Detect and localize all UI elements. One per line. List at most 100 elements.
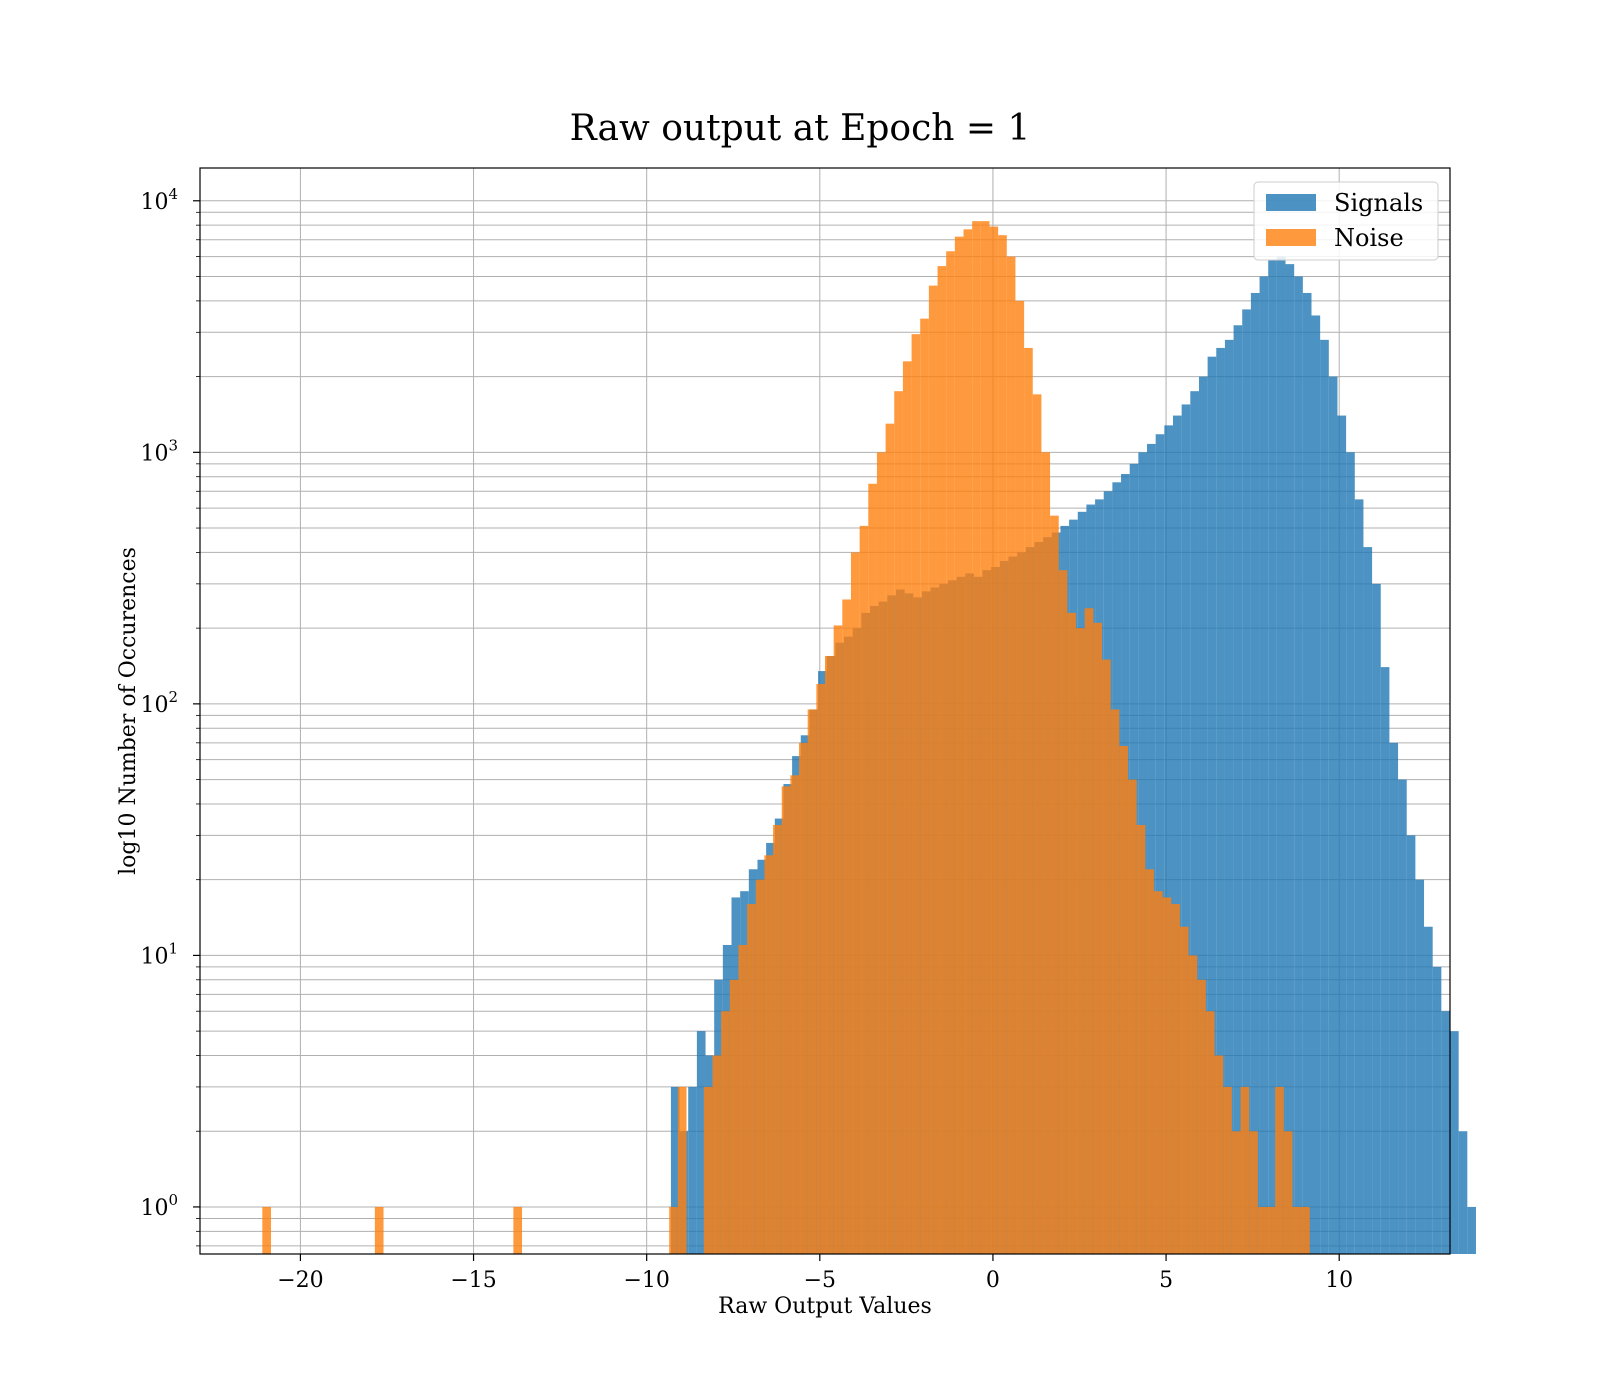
bar	[1328, 376, 1338, 1255]
bar	[1006, 256, 1016, 1255]
bar	[1076, 628, 1085, 1254]
bar	[1067, 612, 1077, 1254]
bar	[1283, 1131, 1293, 1254]
bar	[859, 525, 869, 1254]
legend-label-signals: Signals	[1334, 189, 1423, 217]
bar	[1406, 835, 1416, 1254]
bar	[1467, 1206, 1476, 1254]
bar	[1432, 966, 1442, 1254]
y-tick-label: 104	[140, 185, 178, 215]
bar	[1181, 404, 1191, 1254]
chart-title: Raw output at Epoch = 1	[570, 108, 1031, 149]
bar	[1424, 926, 1433, 1254]
bars	[262, 221, 1476, 1255]
bar	[1233, 325, 1243, 1254]
bar	[1285, 264, 1295, 1254]
bar	[1058, 570, 1068, 1254]
bar	[1266, 1206, 1276, 1254]
bar	[807, 709, 817, 1254]
bar	[1155, 434, 1165, 1254]
bar	[1032, 394, 1042, 1254]
bar	[781, 786, 791, 1254]
bar	[911, 334, 921, 1254]
bar	[1162, 897, 1172, 1254]
bar	[998, 235, 1007, 1254]
legend-swatch-signals	[1266, 194, 1316, 211]
y-tick-label: 103	[140, 436, 178, 466]
x-tick-label: −20	[277, 1268, 323, 1293]
bar	[1259, 276, 1269, 1254]
plot-frame	[199, 167, 1451, 1255]
bar	[928, 285, 938, 1254]
bar	[833, 625, 843, 1254]
bar	[262, 1206, 271, 1254]
axis-ticks: −20 −15 −10 −5 0 5 10 100 101 102 103 104	[140, 185, 1353, 1293]
y-axis-label: log10 Number of Occurences	[116, 547, 141, 875]
bar	[963, 229, 973, 1254]
bar	[1458, 1131, 1468, 1254]
bar	[946, 251, 955, 1254]
bar	[1102, 659, 1111, 1254]
bar	[1050, 515, 1059, 1254]
bar	[1172, 415, 1182, 1254]
bar	[677, 1086, 687, 1254]
bar	[1292, 1206, 1302, 1254]
legend: Signals Noise	[1253, 181, 1439, 261]
bar	[1216, 347, 1225, 1254]
bar	[1110, 709, 1120, 1254]
bar	[885, 423, 895, 1254]
bar	[1041, 452, 1051, 1254]
x-tick-label: −10	[623, 1268, 669, 1293]
legend-label-noise: Noise	[1334, 224, 1404, 252]
y-tick-label: 102	[140, 688, 178, 718]
bar	[937, 266, 947, 1254]
bar	[1223, 1086, 1232, 1254]
bar	[703, 1086, 713, 1254]
x-tick-label: −5	[804, 1268, 836, 1293]
bar	[747, 904, 756, 1254]
bar	[790, 775, 800, 1254]
bar	[688, 1086, 697, 1254]
bar	[1372, 583, 1381, 1254]
bar	[1119, 745, 1128, 1254]
x-tick-label: 0	[986, 1268, 1000, 1293]
bar	[1276, 256, 1286, 1255]
bar	[1302, 292, 1312, 1254]
bar	[816, 683, 825, 1254]
bar	[1311, 315, 1321, 1254]
bar	[669, 1206, 678, 1254]
x-tick-label: 5	[1159, 1268, 1173, 1293]
bar	[729, 979, 739, 1254]
bar	[1214, 1055, 1224, 1254]
bar	[1147, 443, 1156, 1254]
bar	[1127, 779, 1137, 1254]
bar	[1198, 376, 1208, 1255]
bar	[902, 361, 912, 1254]
bar	[1224, 339, 1234, 1254]
x-tick-label: 10	[1325, 1268, 1353, 1293]
bar	[920, 318, 929, 1255]
y-tick-label: 101	[140, 939, 178, 969]
bar	[1249, 1131, 1258, 1254]
bar	[1153, 891, 1163, 1254]
bar	[1380, 667, 1390, 1254]
bar	[989, 226, 999, 1255]
bar	[1398, 779, 1407, 1254]
bar	[1320, 339, 1329, 1254]
bar	[696, 1031, 706, 1254]
bar	[799, 742, 808, 1254]
bar	[825, 655, 834, 1254]
x-tick-label: −15	[450, 1268, 496, 1293]
bar	[1257, 1206, 1267, 1254]
bar	[1275, 1086, 1284, 1254]
bar	[721, 1011, 730, 1254]
bar	[374, 1206, 384, 1254]
legend-swatch-noise	[1266, 229, 1316, 246]
bar	[1240, 1086, 1250, 1254]
bar	[972, 221, 981, 1255]
bar	[980, 221, 990, 1255]
bar	[1093, 622, 1103, 1254]
bar	[842, 599, 851, 1254]
bar	[1164, 425, 1173, 1255]
bar	[1231, 1131, 1241, 1254]
